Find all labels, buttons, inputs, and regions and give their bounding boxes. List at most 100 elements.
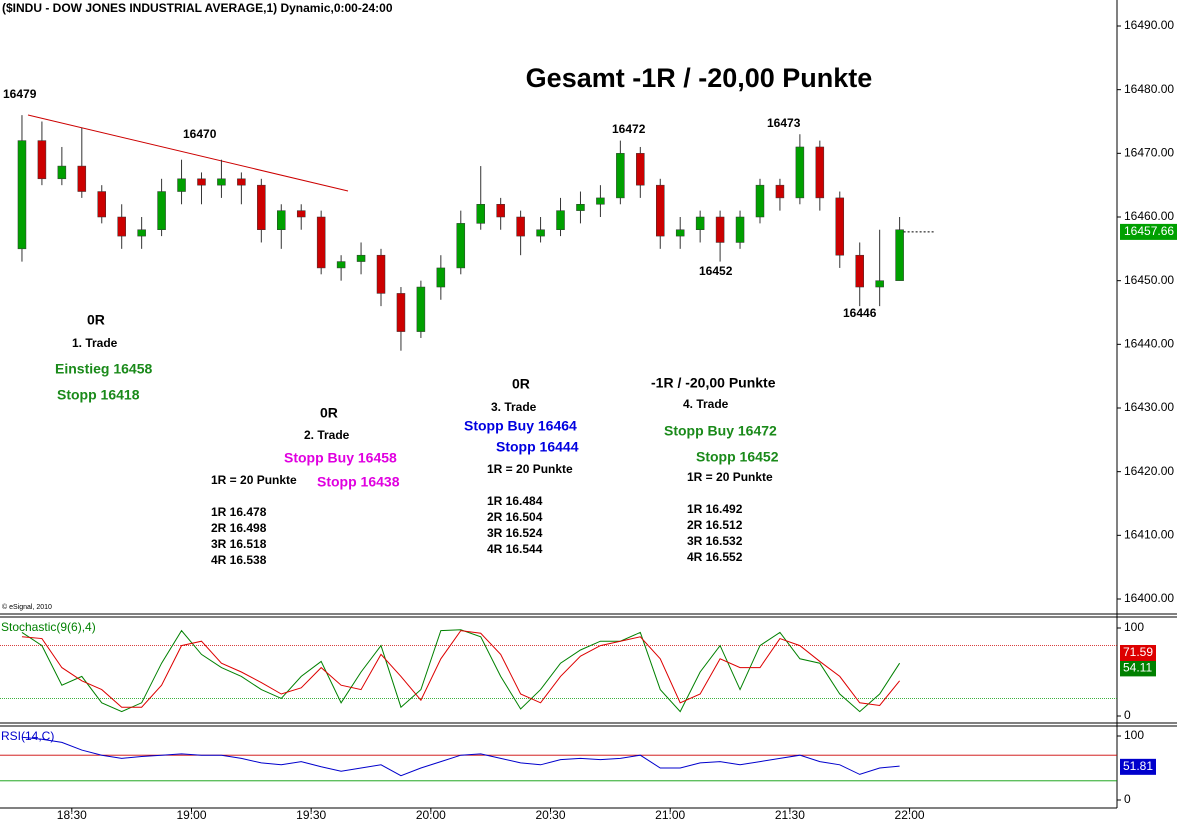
annotation: 3R 16.518 — [211, 537, 267, 551]
candle-body — [715, 216, 725, 243]
y-tick-label: 16480.00 — [1124, 82, 1174, 96]
panel-title: Stochastic(9(6),4) — [1, 620, 96, 634]
annotation: 16470 — [183, 127, 217, 141]
y-tick-label: 16490.00 — [1124, 18, 1174, 32]
annotation: 1R = 20 Punkte — [487, 462, 573, 476]
candle-body — [316, 216, 326, 269]
candle-body — [695, 216, 705, 230]
headline: Gesamt -1R / -20,00 Punkte — [526, 63, 873, 93]
candle-body — [456, 223, 466, 269]
candle-body — [636, 153, 645, 186]
candle-body — [17, 140, 27, 250]
y-tick-label: 16450.00 — [1124, 273, 1174, 287]
annotation: 4R 16.552 — [687, 550, 743, 564]
annotation: 3R 16.532 — [687, 534, 743, 548]
candle-body — [596, 197, 605, 205]
annotation: Stopp Buy 16458 — [284, 450, 397, 466]
candle-body — [217, 178, 226, 186]
annotation: 4R 16.538 — [211, 553, 267, 567]
x-tick-label: 20:00 — [416, 808, 446, 820]
y-tick-label: 16440.00 — [1124, 337, 1174, 351]
annotation: 1R = 20 Punkte — [211, 473, 297, 487]
candle-body — [755, 184, 765, 218]
annotation: 16452 — [699, 264, 733, 278]
candle-body — [616, 153, 625, 199]
candle-body — [257, 184, 266, 230]
annotation: 16472 — [612, 122, 646, 136]
x-tick-label: 21:30 — [775, 808, 805, 820]
y-tick-label: 16420.00 — [1124, 464, 1174, 478]
x-tick-label: 21:00 — [655, 808, 685, 820]
last-value-label: 51.81 — [1123, 759, 1153, 773]
candle-body — [775, 184, 785, 199]
x-tick-label: 22:00 — [895, 808, 925, 820]
annotation: 0R — [320, 405, 338, 421]
candle-body — [376, 254, 386, 294]
annotation: 1R 16.478 — [211, 505, 267, 519]
candle-body — [875, 280, 884, 288]
candle-body — [815, 146, 825, 199]
candle-body — [77, 165, 87, 192]
candle-body — [396, 293, 406, 332]
panel-title: RSI(14,C) — [1, 729, 54, 743]
candle-body — [177, 178, 186, 192]
candle-body — [835, 197, 845, 256]
last-value-box — [1120, 645, 1156, 662]
candle-body — [197, 178, 206, 186]
chart-title: ($INDU - DOW JONES INDUSTRIAL AVERAGE,1)… — [2, 1, 393, 15]
y-tick-label: 100 — [1124, 620, 1144, 634]
annotation: 2R 16.512 — [687, 518, 743, 532]
candle-body — [296, 210, 306, 218]
y-tick-label: 0 — [1124, 708, 1131, 722]
annotation: 16446 — [843, 306, 877, 320]
candle-body — [735, 216, 745, 243]
last-value-label: 16457.66 — [1124, 224, 1174, 238]
y-tick-label: 16400.00 — [1124, 591, 1174, 605]
last-value-label: 71.59 — [1123, 645, 1153, 659]
y-tick-label: 16430.00 — [1124, 400, 1174, 414]
last-value-label: 54.11 — [1123, 661, 1152, 675]
candle-body — [336, 261, 346, 269]
series-line — [21, 629, 901, 713]
annotation: 3R 16.524 — [487, 526, 543, 540]
candle-body — [496, 204, 505, 218]
y-tick-label: 16470.00 — [1124, 146, 1174, 160]
candle-body — [237, 178, 246, 186]
x-tick-label: 18:30 — [57, 808, 87, 820]
y-tick-label: 16410.00 — [1124, 528, 1174, 542]
annotation: 1R 16.484 — [487, 494, 543, 508]
annotation: 1R 16.492 — [687, 502, 743, 516]
candle-body — [157, 191, 166, 230]
candle-body — [137, 229, 146, 237]
last-value-box — [1120, 660, 1156, 677]
candle-body — [556, 210, 565, 230]
candle-body — [656, 184, 665, 237]
annotation: 2R 16.498 — [211, 521, 267, 535]
y-tick-label: 0 — [1124, 792, 1131, 806]
y-tick-label: 100 — [1124, 728, 1144, 742]
annotation: 1R = 20 Punkte — [687, 470, 773, 484]
candle-body — [356, 254, 366, 262]
candle-body — [576, 204, 585, 211]
trend-line — [27, 114, 349, 192]
annotation: Stopp 16444 — [496, 439, 579, 455]
candle-body — [57, 165, 67, 180]
y-tick-label: 16460.00 — [1124, 209, 1174, 223]
candle-body — [277, 210, 286, 230]
candle-body — [516, 216, 525, 237]
candle-body — [855, 254, 864, 288]
annotation: 2R 16.504 — [487, 510, 543, 524]
annotation: 4. Trade — [683, 397, 729, 411]
annotation: Stopp 16438 — [317, 474, 400, 490]
x-tick-label: 19:00 — [176, 808, 206, 820]
annotation: 2. Trade — [304, 428, 350, 442]
candle-body — [436, 267, 446, 288]
x-tick-label: 20:30 — [536, 808, 566, 820]
last-value-box — [1120, 758, 1156, 775]
annotation: -1R / -20,00 Punkte — [651, 375, 776, 391]
annotation: Einstieg 16458 — [55, 361, 152, 377]
series-line — [21, 736, 900, 777]
annotation: Stopp Buy 16464 — [464, 418, 577, 434]
